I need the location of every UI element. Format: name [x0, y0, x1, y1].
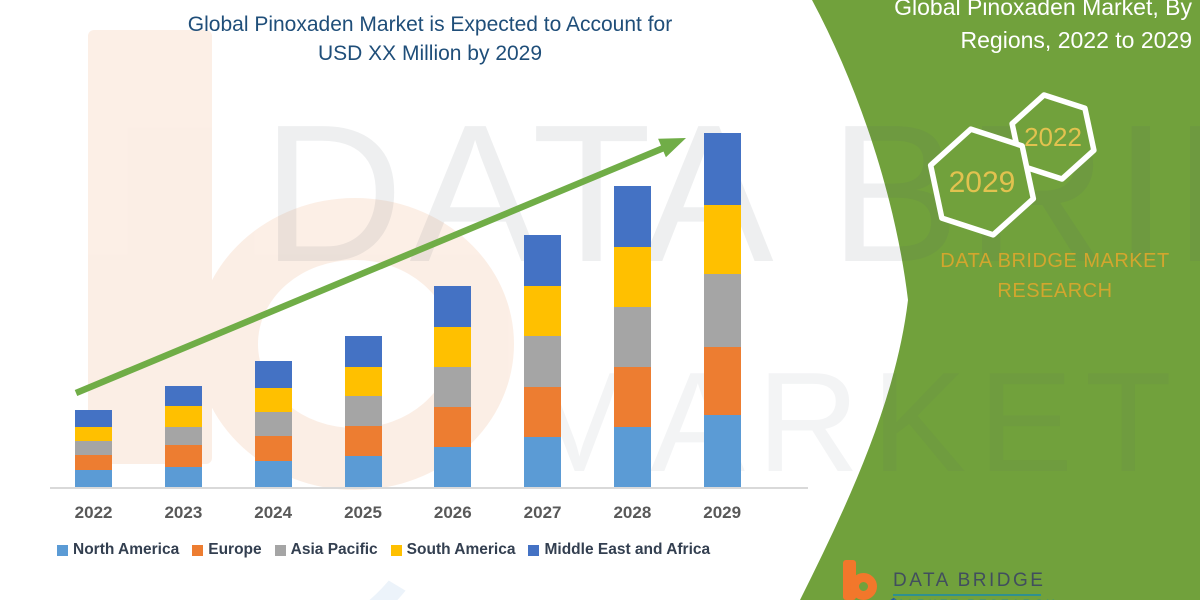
x-axis-line [50, 487, 808, 489]
bar-segment-2023-middle-east-and-africa [164, 386, 202, 406]
x-axis-label-2027: 2027 [523, 503, 562, 522]
legend-item-middle-east-and-africa: Middle East and Africa [528, 541, 710, 559]
legend: North America Europe Asia Pacific South Ame… [57, 541, 710, 559]
x-axis-label-2024: 2024 [254, 503, 293, 522]
bar-stack-2029 [703, 133, 741, 487]
chart-title: Global Pinoxaden Market is Expected to A… [130, 10, 730, 68]
bar-stack-2025 [344, 336, 382, 487]
bar-segment-2026-south-america [434, 327, 472, 367]
bar-segment-2029-europe [703, 347, 741, 415]
legend-label-north-america: North America [73, 541, 180, 558]
bar-segment-2028-asia-pacific [613, 307, 651, 367]
side-panel-title-line1: Global Pinoxaden Market, By [894, 0, 1192, 20]
legend-item-asia-pacific: Asia Pacific [274, 541, 378, 559]
legend-swatch-north-america [57, 544, 68, 556]
bar-segment-2028-middle-east-and-africa [613, 186, 651, 247]
bar-segment-2025-middle-east-and-africa [344, 336, 382, 367]
legend-swatch-south-america [390, 544, 402, 556]
bar-segment-2023-europe [164, 445, 202, 467]
x-axis-label-2023: 2023 [164, 503, 203, 522]
bar-segment-2023-asia-pacific [164, 427, 202, 445]
x-axis-label-2025: 2025 [344, 503, 382, 522]
x-axis-label-2026: 2026 [433, 503, 472, 522]
bar-segment-2025-north-america [344, 456, 382, 487]
legend-label-south-america: South America [406, 541, 516, 558]
bar-segment-2026-middle-east-and-africa [434, 286, 472, 327]
bar-segment-2027-middle-east-and-africa [524, 235, 562, 286]
legend-item-north-america: North America [57, 541, 179, 559]
legend-swatch-asia-pacific [274, 544, 286, 556]
bar-segment-2025-south-america [344, 367, 382, 396]
bar-segment-2024-south-america [254, 388, 292, 412]
side-panel-title: Global Pinoxaden Market, By Regions, 202… [852, 0, 1192, 57]
legend-item-south-america: South America [390, 541, 516, 559]
footer-brand-divider [893, 594, 1041, 596]
legend-label-middle-east-and-africa: Middle East and Africa [544, 541, 711, 558]
x-axis-label-2028: 2028 [613, 503, 652, 522]
bar-segment-2022-middle-east-and-africa [75, 410, 113, 427]
bar-segment-2024-europe [254, 436, 292, 461]
bar-segment-2025-asia-pacific [344, 396, 382, 426]
bar-segment-2022-asia-pacific [75, 441, 113, 455]
bar-segment-2028-europe [613, 367, 651, 427]
bar-segment-2027-south-america [524, 286, 562, 336]
bar-segment-2024-north-america [254, 461, 292, 487]
bar-segment-2026-europe [434, 407, 472, 447]
bar-segment-2022-south-america [75, 427, 113, 441]
chart-title-line1: Global Pinoxaden Market is Expected to A… [187, 13, 673, 36]
bar-segment-2024-middle-east-and-africa [254, 361, 292, 388]
bar-segment-2029-asia-pacific [703, 274, 741, 347]
bar-segment-2027-asia-pacific [524, 336, 562, 387]
footer-brand-line1: DATA BRIDGE [893, 570, 1046, 591]
chart-title-line2: USD XX Million by 2029 [317, 42, 543, 65]
x-axis-label-2022: 2022 [74, 503, 113, 522]
legend-swatch-middle-east-and-africa [528, 544, 540, 556]
bar-segment-2029-north-america [703, 415, 741, 487]
bar-stack-2026 [434, 286, 472, 487]
bar-segment-2025-europe [344, 426, 382, 456]
bar-segment-2029-south-america [703, 205, 741, 274]
bar-segment-2027-europe [524, 387, 562, 437]
legend-label-europe: Europe [208, 541, 262, 558]
bar-segment-2023-north-america [164, 467, 202, 487]
bar-stack-2023 [164, 386, 202, 487]
bar-segment-2026-north-america [434, 447, 472, 487]
bar-segment-2024-asia-pacific [254, 412, 292, 436]
bar-stack-2027 [524, 235, 562, 487]
bar-stack-2022 [75, 410, 113, 487]
x-axis-label-2029: 2029 [703, 503, 742, 522]
bar-stack-2024 [254, 361, 292, 487]
legend-item-europe: Europe [192, 541, 262, 559]
bar-segment-2023-south-america [164, 406, 202, 427]
bar-segment-2028-south-america [613, 247, 651, 307]
logo-b-bowl [850, 573, 877, 600]
bar-segment-2029-middle-east-and-africa [703, 133, 741, 205]
footer-brand-line2: MARKET RESEARCH [893, 597, 1058, 600]
bar-stack-2028 [613, 186, 651, 487]
bar-segment-2028-north-america [613, 427, 651, 487]
bar-segment-2022-europe [75, 455, 113, 470]
legend-swatch-europe [192, 544, 204, 556]
bar-segment-2026-asia-pacific [434, 367, 472, 407]
bar-segment-2027-north-america [524, 437, 562, 487]
brand-caption: DATA BRIDGE MARKET RESEARCH [940, 250, 1170, 302]
side-panel-title-line2: Regions, 2022 to 2029 [960, 27, 1192, 53]
legend-label-asia-pacific: Asia Pacific [290, 541, 378, 558]
bar-segment-2022-north-america [75, 470, 113, 487]
data-bridge-logo-icon [837, 560, 905, 600]
